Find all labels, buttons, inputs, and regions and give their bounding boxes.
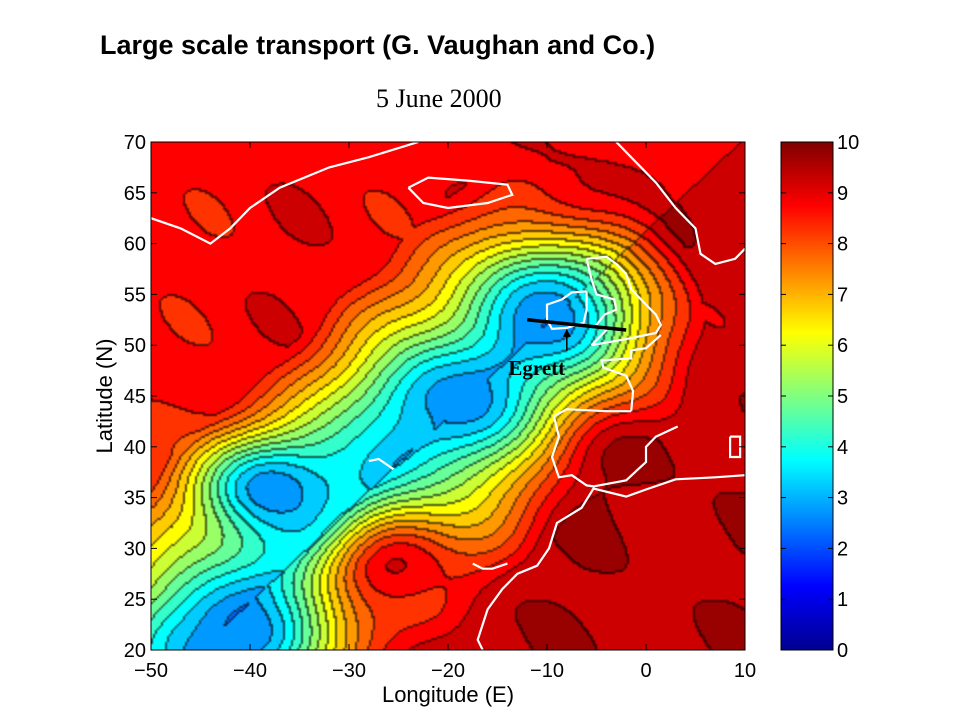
colorbar: 0 1 2 3 4 5 6 7 8 9 10 — [780, 132, 859, 662]
mediterranean-islands — [729, 435, 742, 459]
y-tick-label: 60 — [124, 234, 146, 256]
iceland-coast — [407, 176, 514, 210]
y-tick-label: 55 — [124, 284, 146, 306]
ireland-coast — [545, 290, 588, 331]
x-tick-label: −30 — [332, 660, 366, 682]
colorbar-tick-label: 6 — [837, 335, 848, 357]
iberia-coast — [550, 408, 679, 488]
azores — [368, 457, 395, 471]
flight-track-group: Egrett — [508, 318, 627, 380]
y-tick-label: 25 — [124, 589, 146, 611]
x-tick-label: 0 — [640, 660, 651, 682]
x-axis-label: Longitude (E) — [382, 682, 514, 707]
colorbar-ramp — [780, 141, 834, 651]
y-tick-label: 20 — [124, 640, 146, 662]
x-tick-label: −20 — [431, 660, 465, 682]
colorbar-tick-label: 0 — [837, 640, 848, 662]
flight-track-line — [527, 318, 627, 332]
y-axis-label: Latitude (N) — [92, 339, 117, 454]
x-tick-label: −50 — [134, 660, 168, 682]
y-tick-label: 65 — [124, 183, 146, 205]
coastlines — [151, 142, 745, 650]
flight-track-label: Egrett — [508, 356, 565, 380]
x-tick-label: −10 — [530, 660, 564, 682]
colorbar-tick-label: 4 — [837, 437, 848, 459]
slide-title: Large scale transport (G. Vaughan and Co… — [100, 30, 656, 60]
greenland-coast — [151, 142, 419, 245]
scotland-england-coast — [586, 255, 663, 347]
colorbar-tick-label: 8 — [837, 234, 848, 256]
colorbar-tick-label: 9 — [837, 183, 848, 205]
y-tick-label: 45 — [124, 386, 146, 408]
x-tick-label: 10 — [734, 660, 756, 682]
y-tick-label: 30 — [124, 538, 146, 560]
plot-area — [151, 142, 745, 650]
norway-coast — [615, 142, 745, 266]
colorbar-tick-label: 10 — [837, 132, 859, 154]
y-tick-label: 35 — [124, 488, 146, 510]
colorbar-tick-label: 5 — [837, 386, 848, 408]
y-tick-label: 70 — [124, 132, 146, 154]
colorbar-tick-label: 3 — [837, 488, 848, 510]
x-tick-label: −40 — [233, 660, 267, 682]
axis-ticks: −50 −40 −30 −20 −10 0 10 20 25 30 35 40 45 50 55 60 65 70 — [124, 132, 756, 682]
africa-coast — [476, 474, 745, 650]
y-tick-label: 40 — [124, 437, 146, 459]
y-tick-label: 50 — [124, 335, 146, 357]
colorbar-tick-label: 1 — [837, 589, 848, 611]
slide-subtitle: 5 June 2000 — [376, 84, 502, 113]
france-coast — [600, 334, 662, 412]
canary-islands — [472, 562, 508, 570]
flight-marker-arrowhead — [562, 328, 571, 337]
colorbar-tick-label: 7 — [837, 284, 848, 306]
contour-field-image — [151, 142, 745, 650]
colorbar-tick-label: 2 — [837, 538, 848, 560]
